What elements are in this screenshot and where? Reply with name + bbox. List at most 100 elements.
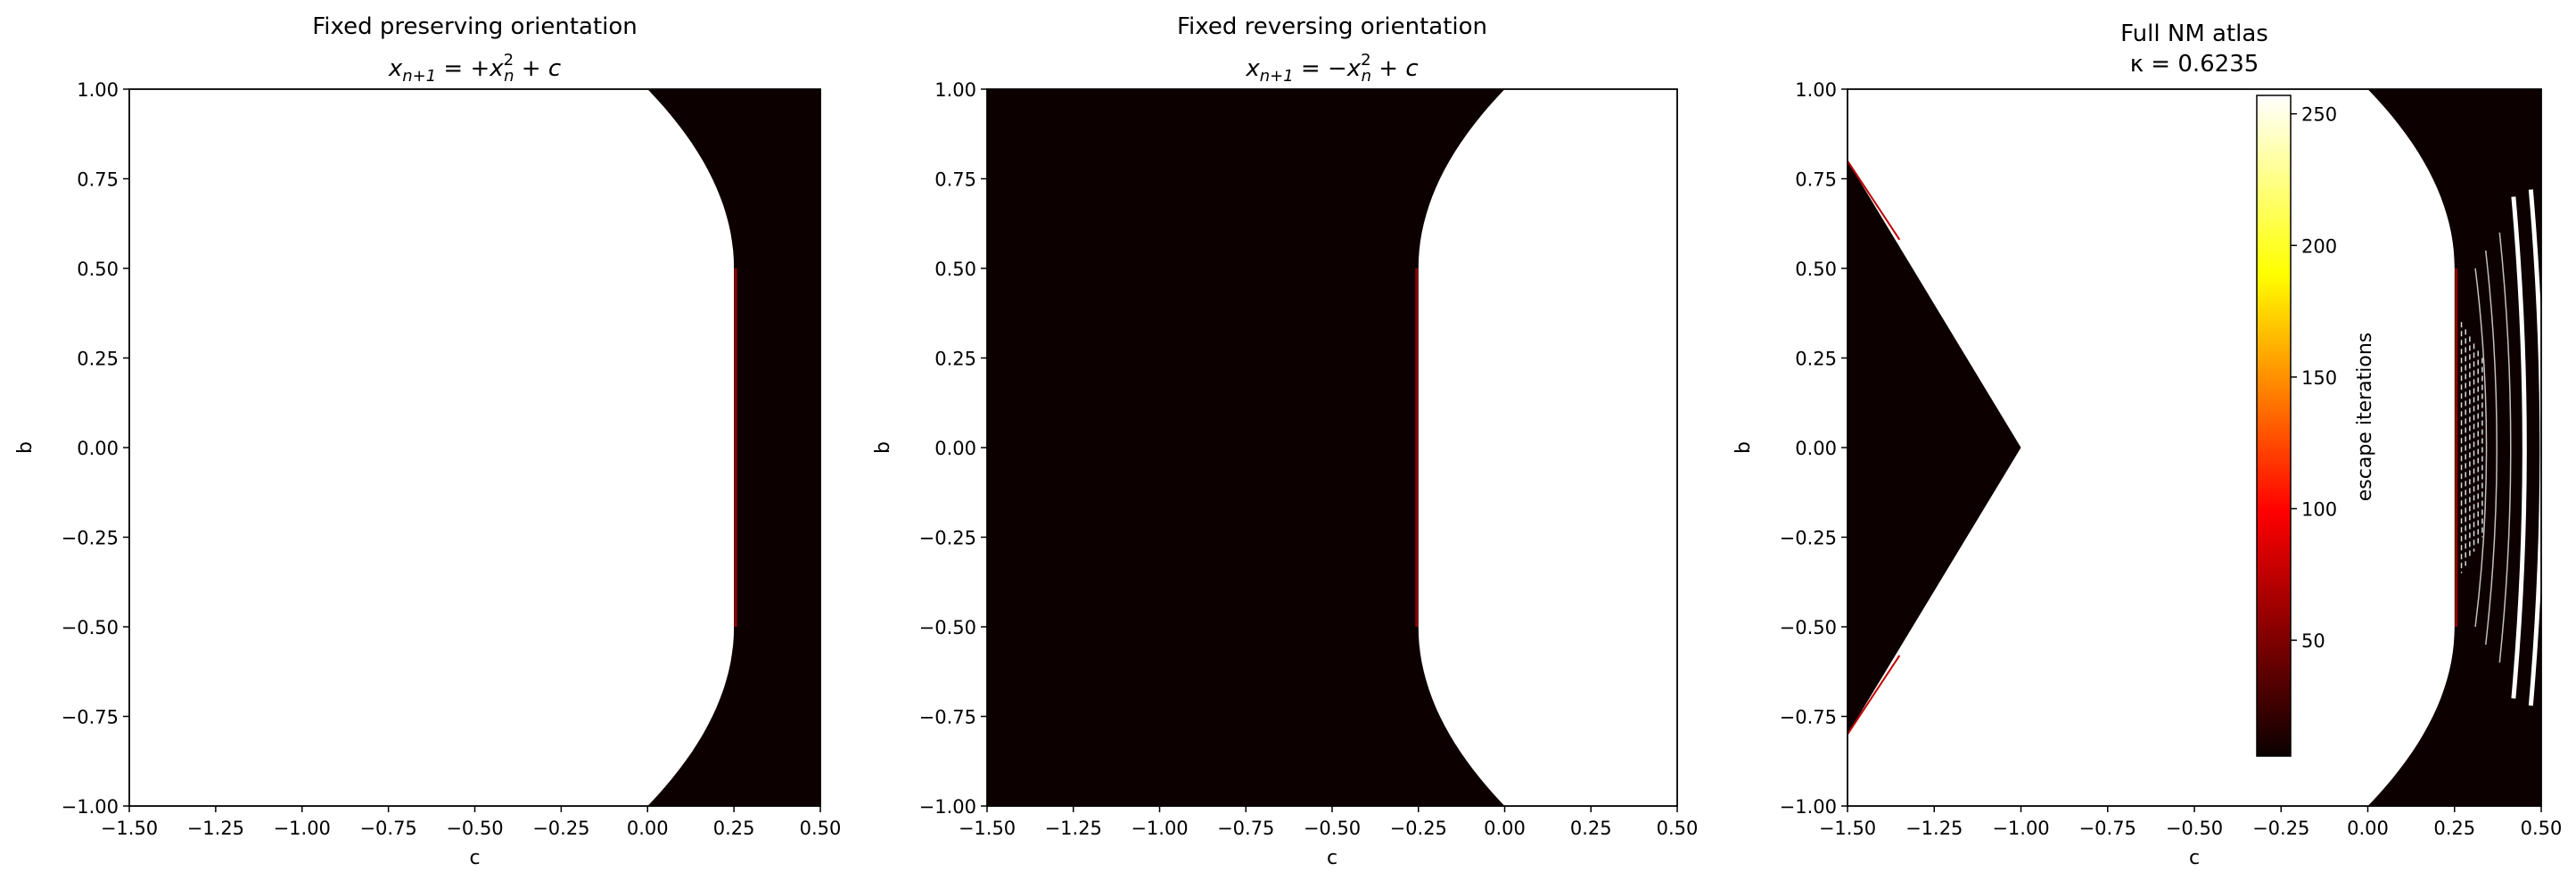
- y-tick-label: −0.25: [62, 528, 119, 549]
- subplot-title: Fixed reversing orientation: [1177, 13, 1487, 40]
- x-tick-label: −0.75: [1217, 818, 1274, 839]
- escape-triangle: [1848, 160, 2021, 735]
- y-axis-label: b: [14, 441, 37, 454]
- x-tick-label: 0.50: [800, 818, 842, 839]
- x-tick-label: −0.50: [2166, 818, 2223, 839]
- formula-rhs: x: [489, 55, 504, 82]
- subplot-formula: xn+1 = −x2 n + c: [1245, 51, 1418, 86]
- x-tick-label: 0.25: [1570, 818, 1612, 839]
- x-axis-label: c: [1327, 847, 1337, 868]
- y-tick-label: 0.00: [934, 438, 976, 459]
- y-tick-label: −1.00: [1780, 796, 1837, 818]
- y-axis-label: b: [872, 441, 894, 454]
- subplot-3: −1.50 −1.25 −1.00 −0.75 −0.50 −0.25 0.00 0.25 0.…: [1732, 21, 2563, 869]
- formula-rhs-sup: 2: [1361, 51, 1370, 70]
- x-tick-label: −0.25: [2252, 818, 2309, 839]
- y-tick-label: 0.25: [934, 349, 976, 370]
- stable-arc: [2485, 250, 2498, 646]
- formula-eq: = −: [1294, 55, 1347, 82]
- y-tick-label: −0.50: [1780, 617, 1837, 638]
- colorbar-tick-label: 250: [2301, 104, 2337, 126]
- y-tick-label: −0.25: [919, 528, 976, 549]
- x-tick-label: −1.50: [101, 818, 158, 839]
- x-tick-label: −1.00: [1131, 818, 1188, 839]
- y-tick-label: −0.75: [919, 707, 976, 728]
- x-tick-label: −0.25: [532, 818, 589, 839]
- subplot-title: Fixed preserving orientation: [312, 13, 638, 40]
- y-tick-label: 0.50: [77, 259, 119, 280]
- y-tick-label: 0.50: [934, 259, 976, 280]
- formula-rhs-sub: n: [504, 67, 514, 86]
- subplot-formula: xn+1 = +x2 n + c: [388, 51, 561, 86]
- x-axis-label: c: [2189, 847, 2200, 868]
- y-tick-label: 1.00: [77, 79, 119, 101]
- y-tick-label: 0.50: [1795, 259, 1837, 280]
- colorbar-tick-label: 100: [2301, 498, 2337, 520]
- colorbar-tick-label: 200: [2301, 235, 2337, 257]
- x-tick-label: −1.25: [187, 818, 244, 839]
- subplot-title: Full NM atlas: [2120, 21, 2268, 47]
- x-tick-label: −1.00: [274, 818, 331, 839]
- y-tick-label: 1.00: [1795, 79, 1837, 101]
- x-tick-label: −0.75: [359, 818, 416, 839]
- escape-region: [2367, 89, 2541, 806]
- x-axis-label: c: [469, 847, 480, 868]
- formula-lhs: x: [388, 55, 403, 82]
- escape-region: [987, 89, 1505, 806]
- formula-lhs: x: [1245, 55, 1260, 82]
- formula-rhs-sup: 2: [504, 51, 514, 70]
- y-tick-label: −0.50: [62, 617, 119, 638]
- x-tick-label: 0.00: [1484, 818, 1526, 839]
- stable-arc: [2474, 267, 2488, 628]
- formula-lhs-sub: n+1: [402, 67, 436, 86]
- stable-arc: [2511, 196, 2527, 699]
- formula-eq: = +: [436, 55, 490, 82]
- y-tick-label: 0.75: [1795, 169, 1837, 191]
- y-tick-label: 0.25: [1795, 349, 1837, 370]
- formula-rhs-sub: n: [1362, 67, 1371, 86]
- y-tick-label: 1.00: [934, 79, 976, 101]
- x-tick-label: −1.50: [1819, 818, 1876, 839]
- x-tick-label: 0.50: [1657, 818, 1699, 839]
- x-tick-label: −0.50: [446, 818, 503, 839]
- subplot-subtitle: κ = 0.6235: [2130, 51, 2259, 78]
- formula-lhs-sub: n+1: [1260, 67, 1294, 86]
- y-tick-label: −0.75: [1780, 707, 1837, 728]
- y-tick-label: −1.00: [62, 796, 119, 818]
- x-tick-label: 0.00: [2347, 818, 2389, 839]
- colorbar-tick-label: 50: [2301, 630, 2325, 652]
- y-tick-label: −1.00: [919, 796, 976, 818]
- colorbar: 50 100 150 200 250 escape iterations: [2256, 95, 2376, 757]
- x-tick-label: 0.25: [2433, 818, 2475, 839]
- colorbar-tick-label: 150: [2301, 367, 2337, 389]
- y-tick-label: 0.00: [1795, 438, 1837, 459]
- colorbar-label: escape iterations: [2354, 333, 2376, 501]
- y-tick-label: −0.25: [1780, 528, 1837, 549]
- x-tick-label: −1.25: [1905, 818, 1963, 839]
- x-tick-label: −0.25: [1390, 818, 1447, 839]
- formula-rhs: x: [1346, 55, 1362, 82]
- formula-tail: + c: [1371, 55, 1419, 82]
- y-tick-label: 0.25: [77, 349, 119, 370]
- axes-frame: [128, 88, 821, 807]
- x-tick-label: −1.25: [1045, 818, 1102, 839]
- subplot-1: −1.50 −1.25 −1.00 −0.75 −0.50 −0.25 0.00 0.25 0.…: [14, 13, 842, 869]
- colorbar-gradient: [2256, 95, 2292, 757]
- x-tick-label: −1.00: [1992, 818, 2049, 839]
- y-axis-label: b: [1732, 441, 1755, 454]
- escape-region: [647, 89, 820, 806]
- x-tick-label: 0.50: [2521, 818, 2563, 839]
- subplot-2: −1.50 −1.25 −1.00 −0.75 −0.50 −0.25 0.00 0.25 0.…: [872, 13, 1699, 869]
- y-tick-label: −0.50: [919, 617, 976, 638]
- y-tick-label: −0.75: [62, 707, 119, 728]
- y-tick-label: 0.75: [77, 169, 119, 191]
- triangle-edge-glow: [1847, 160, 1901, 241]
- triangle-edge-glow: [1847, 654, 1901, 736]
- x-tick-label: −0.75: [2079, 818, 2136, 839]
- x-tick-label: −0.50: [1304, 818, 1361, 839]
- x-tick-label: −1.50: [959, 818, 1016, 839]
- x-tick-label: 0.25: [713, 818, 755, 839]
- y-tick-label: 0.75: [934, 169, 976, 191]
- stable-arc: [2498, 232, 2512, 663]
